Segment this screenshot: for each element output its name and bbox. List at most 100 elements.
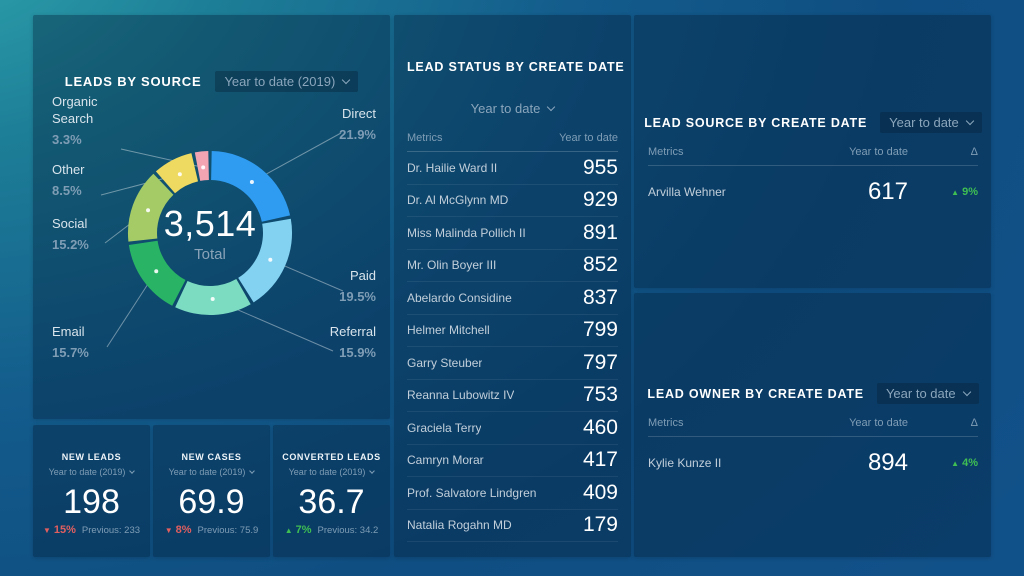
kpi-previous: Previous: 233 (81, 525, 141, 536)
row-value: 797 (582, 350, 618, 374)
col-year-to-date: Year to date (849, 146, 908, 158)
table-body: Dr. Hailie Ward II 955 Dr. Al McGlynn MD 92… (407, 152, 618, 542)
leads-by-source-date-dropdown[interactable]: Year to date (2019) (215, 71, 359, 92)
row-name: Arvilla Wehner (648, 185, 726, 199)
row-name: Reanna Lubowitz IV (407, 388, 515, 403)
kpi-value: 198 (63, 483, 120, 521)
row-value: 460 (582, 415, 618, 439)
lead-source-date-dropdown[interactable]: Year to date (880, 112, 982, 133)
donut-label-other: Other 8.5% (52, 162, 85, 198)
kpi-card-new-leads: NEW LEADS Year to date (2019) 198 ▼ 15% P… (33, 425, 150, 557)
col-metrics: Metrics (407, 132, 443, 144)
table-row: Prof. Salvatore Lindgren 409 (407, 477, 618, 510)
donut-segment-other[interactable] (155, 153, 198, 194)
row-delta: ▲ 4% (951, 457, 978, 469)
chevron-down-icon (129, 468, 136, 474)
row-value: 852 (582, 253, 618, 277)
kpi-date-dropdown[interactable]: Year to date (2019) (169, 467, 256, 477)
table-row: Abelardo Considine 837 (407, 282, 618, 315)
kpi-title: CONVERTED LEADS (282, 452, 381, 462)
lead-owner-panel: LEAD OWNER BY CREATE DATE Year to date M… (634, 293, 991, 557)
chevron-down-icon (547, 102, 556, 112)
row-value: 753 (582, 383, 618, 407)
chevron-down-icon (249, 468, 256, 474)
donut-leader-dot (268, 257, 273, 262)
row-name: Natalia Rogahn MD (407, 518, 512, 533)
row-value: 955 (582, 155, 618, 179)
table-row: Helmer Mitchell 799 (407, 315, 618, 347)
row-delta: ▲ 9% (951, 186, 978, 198)
table-row: Miss Malinda Pollich II 891 (407, 217, 618, 250)
donut-label-email: Email 15.7% (52, 324, 89, 360)
row-value: 894 (867, 449, 908, 476)
row-name: Abelardo Considine (407, 290, 512, 305)
row-value: 617 (867, 178, 908, 205)
donut-segment-paid[interactable] (238, 218, 293, 303)
triangle-up-icon: ▲ (284, 526, 293, 535)
table-row: Garry Steuber 797 (407, 347, 618, 380)
kpi-delta: ▼ 15% (42, 524, 76, 536)
triangle-down-icon: ▼ (164, 526, 173, 535)
row-name: Graciela Terry (407, 420, 482, 435)
donut-label-direct: Direct 21.9% (339, 106, 376, 142)
row-value: 929 (582, 188, 618, 212)
kpi-date-dropdown[interactable]: Year to date (2019) (289, 467, 376, 477)
lead-source-title: LEAD SOURCE BY CREATE DATE (644, 115, 868, 130)
lead-owner-date-dropdown[interactable]: Year to date (876, 383, 979, 404)
lead-source-panel: LEAD SOURCE BY CREATE DATE Year to date … (634, 15, 991, 288)
table-row: Reanna Lubowitz IV 753 (407, 380, 618, 412)
table-row: Natalia Rogahn MD 179 (407, 510, 618, 542)
chevron-down-icon (962, 387, 971, 397)
leads-by-source-title: LEADS BY SOURCE (64, 74, 202, 89)
chevron-down-icon (965, 116, 975, 126)
row-name: Garry Steuber (407, 355, 483, 370)
row-value: 179 (582, 513, 618, 537)
row-value: 799 (582, 318, 618, 342)
kpi-value: 69.9 (178, 483, 245, 521)
donut-label-social: Social 15.2% (52, 216, 89, 252)
row-value: 417 (582, 448, 618, 472)
col-delta: Δ (970, 146, 978, 158)
kpi-delta: ▼ 8% (164, 524, 192, 536)
row-value: 891 (582, 220, 618, 244)
lead-owner-title: LEAD OWNER BY CREATE DATE (647, 386, 864, 401)
col-delta: Δ (970, 417, 978, 429)
donut-segment-direct[interactable] (211, 151, 291, 222)
table-row: Arvilla Wehner 617 ▲ 9% (648, 172, 978, 212)
donut-leader-dot (210, 296, 215, 301)
kpi-delta: ▲ 7% (284, 524, 312, 536)
col-metrics: Metrics (648, 146, 684, 158)
table-row: Dr. Hailie Ward II 955 (407, 152, 618, 185)
row-name: Dr. Hailie Ward II (407, 160, 498, 175)
kpi-card-new-cases: NEW CASES Year to date (2019) 69.9 ▼ 8% P… (153, 425, 270, 557)
table-header: Metrics Year to date (407, 132, 618, 152)
table-row: Camryn Morar 417 (407, 445, 618, 477)
kpi-date-dropdown[interactable]: Year to date (2019) (49, 467, 136, 477)
row-name: Mr. Olin Boyer III (407, 258, 497, 273)
kpi-value: 36.7 (298, 483, 365, 521)
donut-label-referral: Referral 15.9% (329, 324, 376, 360)
table-row: Graciela Terry 460 (407, 412, 618, 445)
row-name: Kylie Kunze II (648, 456, 722, 470)
lead-status-date-dropdown[interactable]: Year to date (467, 99, 559, 118)
donut-segment-social[interactable] (127, 173, 174, 242)
triangle-up-icon: ▲ (951, 459, 960, 468)
donut-label-paid: Paid 19.5% (339, 268, 376, 304)
col-year-to-date: Year to date (559, 132, 618, 144)
lead-status-panel: LEAD STATUS BY CREATE DATE Year to date … (394, 15, 631, 557)
col-metrics: Metrics (648, 417, 684, 429)
kpi-previous: Previous: 34.2 (317, 525, 379, 536)
table-row: Kylie Kunze II 894 ▲ 4% (648, 443, 978, 483)
dropdown-value: Year to date (2019) (224, 74, 336, 89)
row-name: Miss Malinda Pollich II (407, 225, 526, 240)
row-name: Prof. Salvatore Lindgren (407, 485, 537, 500)
kpi-title: NEW CASES (181, 452, 242, 462)
donut-leader-dot (177, 172, 182, 177)
row-name: Camryn Morar (407, 453, 484, 468)
row-name: Helmer Mitchell (407, 323, 490, 338)
chevron-down-icon (369, 468, 376, 474)
table-row: Mr. Olin Boyer III 852 (407, 250, 618, 282)
donut-leader-dot (249, 180, 254, 185)
donut-leader-dot (201, 165, 206, 170)
donut-segment-email[interactable] (128, 240, 186, 306)
